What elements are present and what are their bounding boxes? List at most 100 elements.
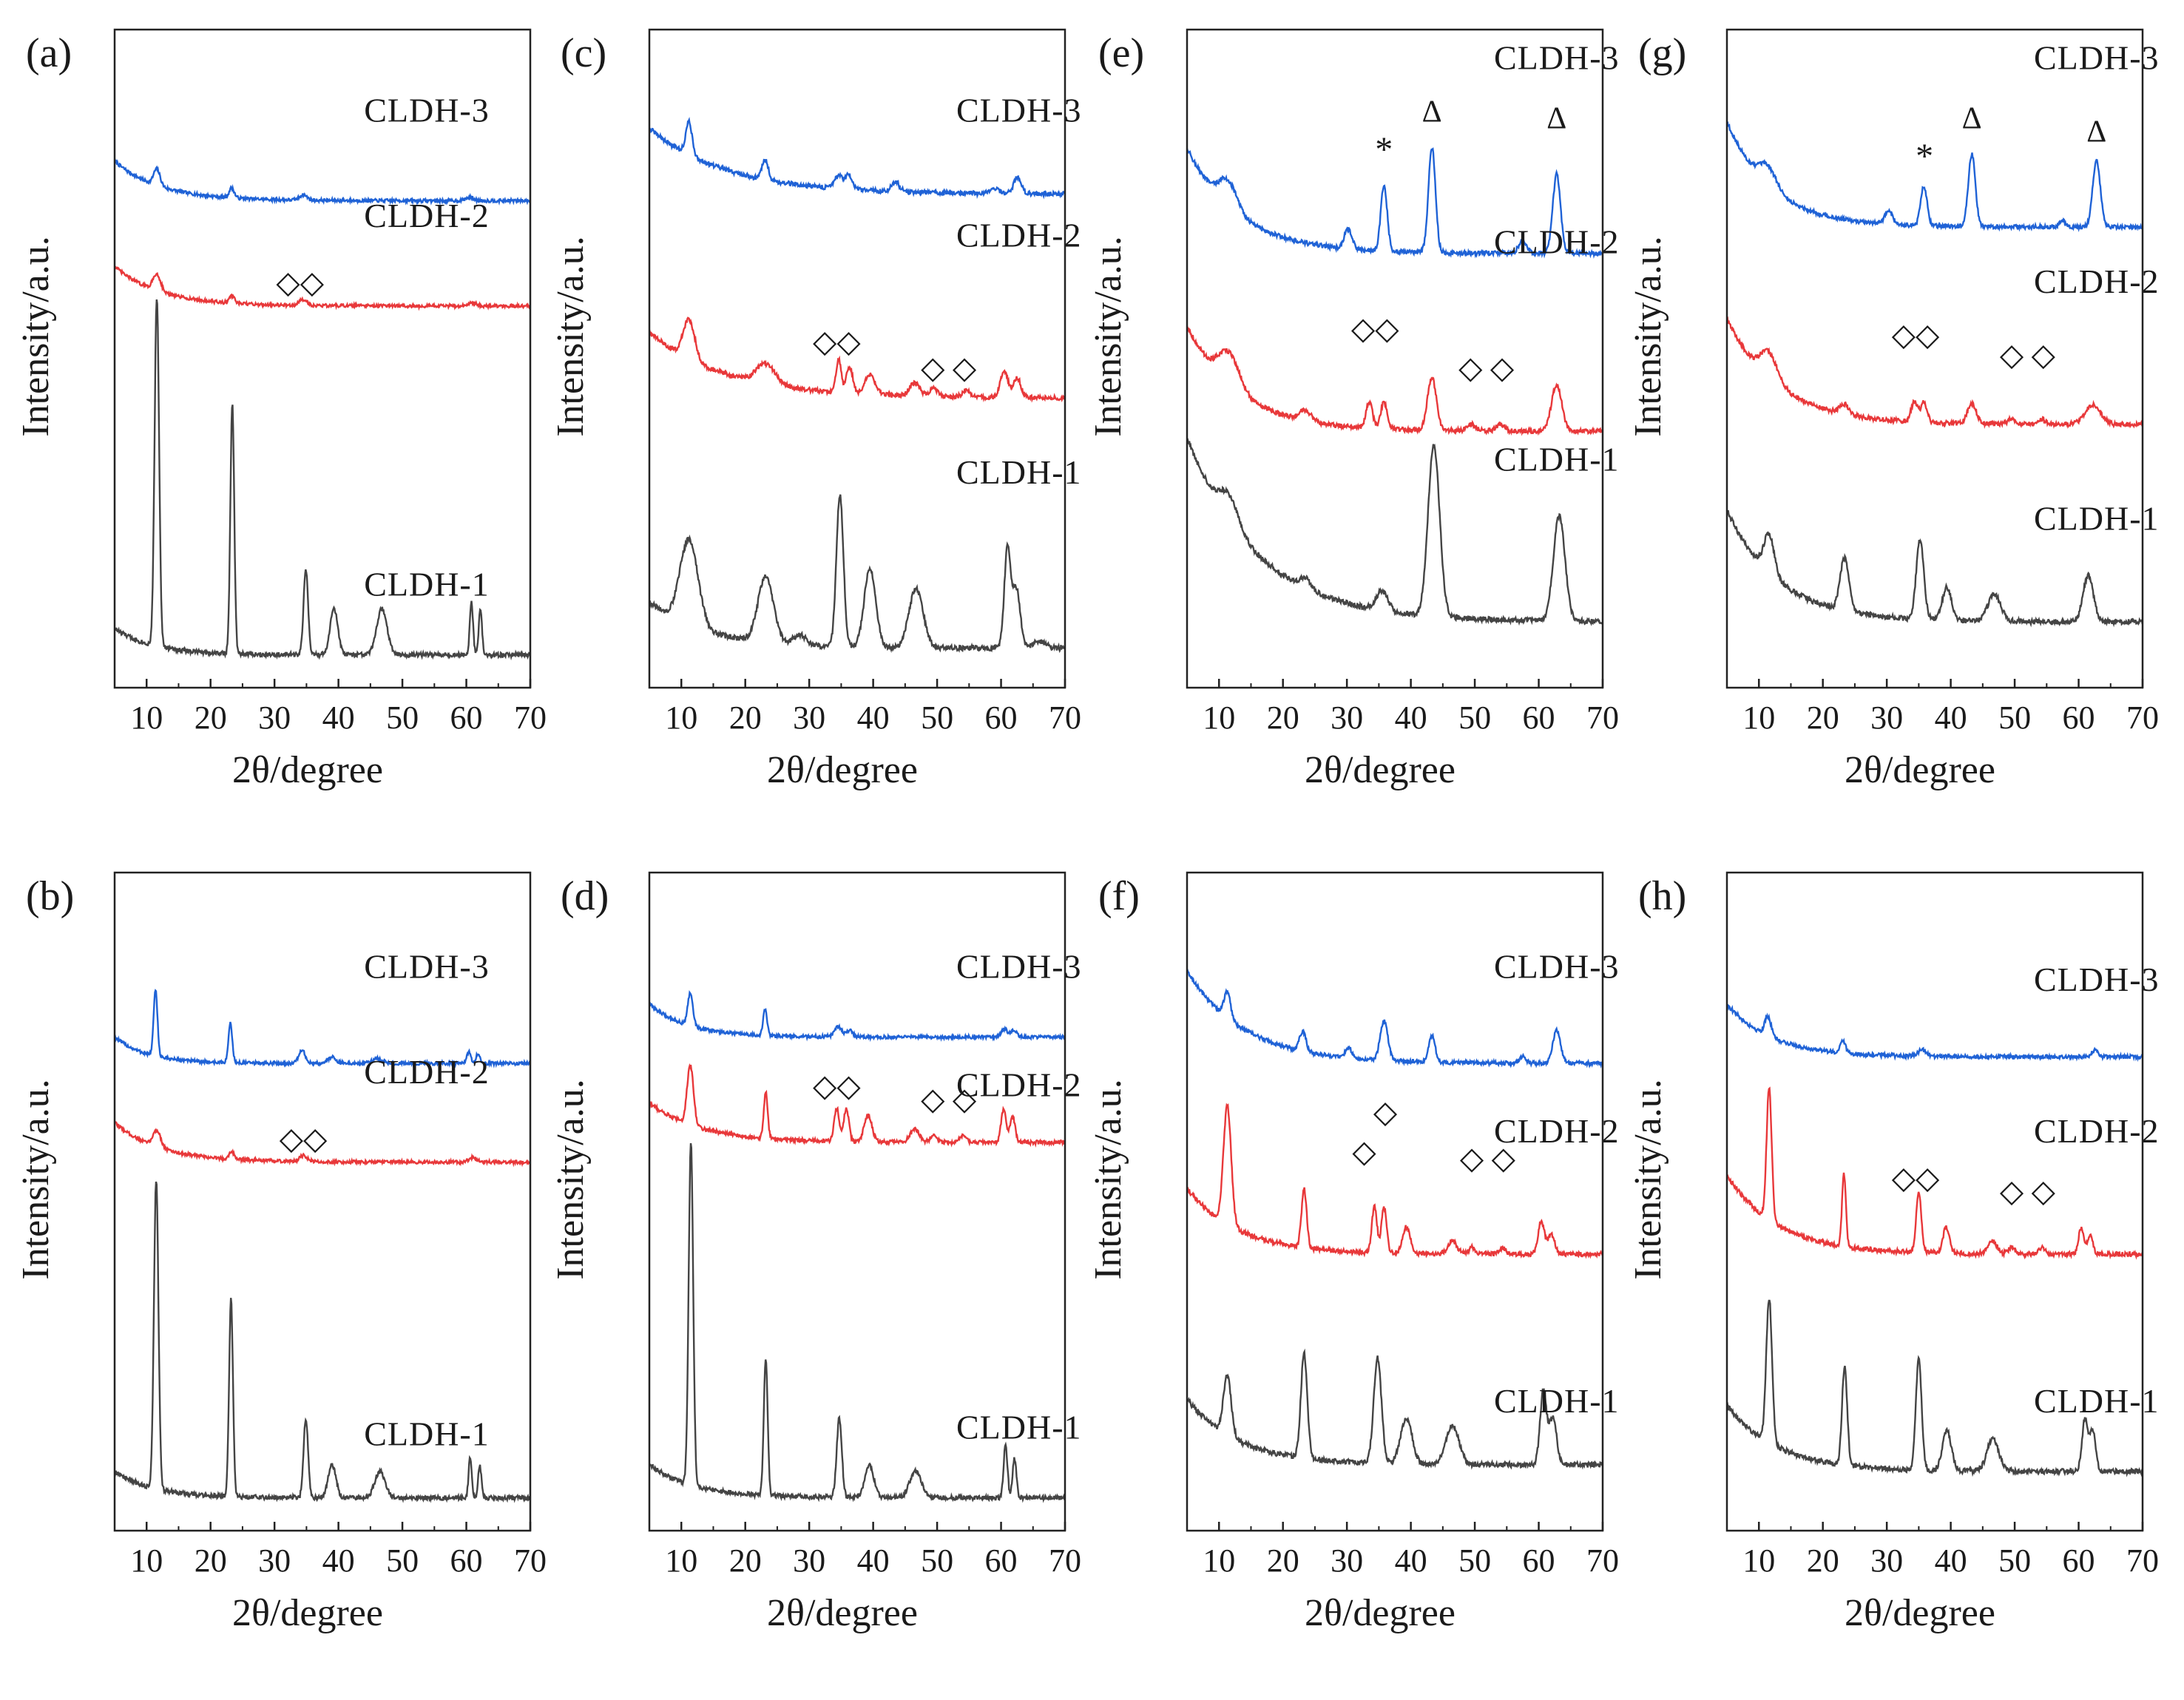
x-axis-label: 2θ/degree	[232, 1592, 383, 1634]
plot-frame	[1186, 28, 1604, 689]
xrd-panel-d: CLDH-3 CLDH-2 CLDH-1 ◇◇ ◇ ◇ 10 20 30 40 50 60 70 2θ/…	[550, 871, 1082, 1634]
x-axis-label: 2θ/degree	[1845, 749, 1995, 791]
series-label: CLDH-1	[1494, 1382, 1620, 1420]
series-label: CLDH-1	[1494, 440, 1620, 478]
xrd-panel-c: CLDH-3 CLDH-2 CLDH-1 ◇◇ ◇ ◇ 10 20 30 40 50 60 70 2θ/…	[550, 28, 1082, 791]
series-label: CLDH-3	[364, 947, 490, 985]
panel-label: (c)	[561, 30, 606, 76]
series-label: CLDH-3	[364, 92, 490, 129]
series-label: CLDH-2	[364, 197, 490, 234]
series-label: CLDH-3	[1494, 38, 1620, 76]
peak-marker: ◇◇	[276, 266, 324, 300]
plot-frame	[113, 28, 532, 689]
x-tick-label: 40	[1395, 700, 1427, 736]
x-tick-label: 60	[1523, 1542, 1555, 1579]
series-label: CLDH-3	[2034, 38, 2160, 76]
x-tick-label: 30	[793, 700, 825, 736]
series-label: CLDH-3	[2034, 961, 2160, 998]
x-tick-label: 60	[450, 700, 483, 736]
x-tick-label: 20	[1267, 1542, 1299, 1579]
xrd-panel-g: CLDH-3 CLDH-2 CLDH-1 * Δ Δ ◇◇ ◇ ◇ 10 20 30 40 50 60 70…	[1627, 28, 2160, 791]
plot-frame	[1725, 28, 2144, 689]
xrd-panel-e: CLDH-3 CLDH-2 CLDH-1 * Δ Δ ◇◇ ◇ ◇ 10 20 30 40 50 60 70…	[1087, 28, 1620, 791]
x-tick-label: 20	[729, 700, 762, 736]
x-tick-label: 10	[130, 1542, 163, 1579]
series-line-cldh-3	[1726, 1003, 2143, 1062]
series-line-cldh-1	[114, 299, 531, 661]
y-axis-label: Intensity/a.u.	[1627, 236, 1669, 437]
panel-label: (a)	[26, 30, 72, 76]
y-axis-label: Intensity/a.u.	[1087, 1079, 1129, 1280]
series-line-cldh-3	[113, 158, 531, 206]
x-tick-label: 20	[1807, 1542, 1839, 1579]
series-line-cldh-2	[1726, 316, 2143, 430]
series-label: CLDH-1	[956, 1408, 1082, 1446]
x-tick-label: 40	[1935, 1542, 1967, 1579]
peak-marker: ◇ ◇	[921, 352, 977, 386]
x-tick-label: 30	[1870, 700, 1903, 736]
series-line-cldh-2	[1186, 325, 1603, 436]
series-label: CLDH-2	[1494, 1112, 1620, 1150]
panel-label: (f)	[1098, 873, 1140, 919]
peak-marker: ◇◇	[1892, 1162, 1940, 1196]
y-axis-label: Intensity/a.u.	[1087, 236, 1129, 437]
x-axis-label: 2θ/degree	[767, 1592, 918, 1634]
series-label: CLDH-1	[2034, 1382, 2160, 1420]
series-line-cldh-2	[1186, 1103, 1603, 1259]
x-tick-label: 40	[1935, 700, 1967, 736]
xrd-panel-a: CLDH-3 CLDH-2 CLDH-1 ◇◇ 10 20 30 40 50 60 70 2θ/deg…	[15, 28, 547, 791]
y-axis-label: Intensity/a.u.	[15, 236, 57, 437]
x-tick-label: 10	[1203, 1542, 1235, 1579]
x-tick-label: 60	[450, 1542, 483, 1579]
series-line-cldh-1	[113, 1181, 531, 1503]
plot-frame	[1186, 871, 1604, 1532]
x-tick-label: 30	[793, 1542, 825, 1579]
x-tick-label: 70	[514, 700, 547, 736]
series-line-cldh-3	[1186, 968, 1603, 1069]
xrd-panel-f: CLDH-3 CLDH-2 CLDH-1 ◇ ◇ ◇ ◇ 10 20 30 40 50 60 70 2θ/…	[1087, 871, 1620, 1634]
peak-marker: ◇◇	[1892, 319, 1940, 353]
panel-label: (d)	[561, 873, 609, 919]
peak-marker: ◇◇	[1351, 312, 1399, 346]
peak-marker: ◇ ◇	[921, 1083, 977, 1117]
x-tick-label: 50	[1458, 700, 1491, 736]
x-axis-label: 2θ/degree	[232, 749, 383, 791]
peak-marker: Δ	[1422, 95, 1442, 129]
series-line-cldh-1	[1725, 1299, 2143, 1477]
y-axis-label: Intensity/a.u.	[550, 1079, 592, 1280]
series-line-cldh-1	[1186, 437, 1603, 626]
xrd-panel-h: CLDH-3 CLDH-2 CLDH-1 ◇◇ ◇ ◇ 10 20 30 40 50 60 70 2θ/…	[1627, 871, 2160, 1634]
series-label: CLDH-2	[2034, 263, 2160, 300]
peak-marker: *	[1375, 130, 1393, 169]
series-line-cldh-2	[649, 1063, 1066, 1148]
x-axis-label: 2θ/degree	[1305, 749, 1456, 791]
series-label: CLDH-3	[956, 92, 1082, 129]
x-tick-label: 70	[1586, 1542, 1619, 1579]
x-axis-label: 2θ/degree	[1845, 1592, 1995, 1634]
x-tick-label: 10	[1742, 1542, 1775, 1579]
xrd-panel-b: CLDH-3 CLDH-2 CLDH-1 ◇◇ 10 20 30 40 50 60 70 2θ/deg…	[15, 871, 547, 1634]
peak-marker: ◇ ◇	[2000, 1175, 2056, 1209]
peak-marker: ◇	[1352, 1136, 1376, 1170]
panel-label: (g)	[1638, 30, 1686, 76]
peak-marker: ◇◇	[813, 325, 861, 359]
x-tick-label: 70	[1049, 1542, 1081, 1579]
peak-marker: ◇◇	[280, 1122, 328, 1157]
x-tick-label: 50	[921, 1542, 953, 1579]
y-axis-label: Intensity/a.u.	[550, 236, 592, 437]
series-label: CLDH-2	[364, 1053, 490, 1091]
x-axis-label: 2θ/degree	[1305, 1592, 1456, 1634]
series-label: CLDH-1	[364, 565, 490, 603]
x-tick-label: 40	[857, 1542, 890, 1579]
x-tick-label: 20	[729, 1542, 762, 1579]
x-tick-label: 70	[2126, 700, 2159, 736]
series-line-cldh-3	[1186, 147, 1603, 259]
x-tick-label: 40	[322, 1542, 355, 1579]
x-tick-label: 60	[985, 1542, 1018, 1579]
x-tick-label: 60	[2063, 700, 2095, 736]
series-line-cldh-3	[649, 116, 1066, 200]
plot-frame	[113, 871, 532, 1532]
series-line-cldh-3	[113, 989, 531, 1069]
series-line-cldh-1	[648, 494, 1066, 654]
